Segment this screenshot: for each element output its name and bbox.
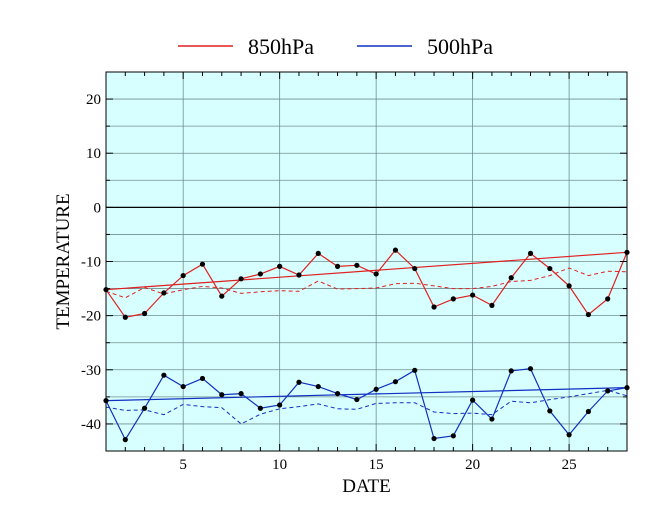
data-point-850hpa [373, 271, 379, 277]
data-point-500hpa [566, 432, 572, 438]
x-tick-label: 15 [369, 457, 384, 473]
x-tick-label: 5 [179, 457, 187, 473]
data-point-500hpa [354, 396, 360, 403]
data-point-850hpa [334, 263, 341, 269]
series-850hpa [103, 247, 630, 320]
data-point-500hpa [585, 408, 592, 415]
legend: 850hPa 500hPa [178, 34, 493, 59]
data-point-500hpa [431, 435, 437, 442]
data-point-500hpa [373, 386, 379, 392]
data-point-500hpa [315, 383, 321, 390]
data-point-500hpa [470, 397, 476, 403]
data-point-500hpa [334, 391, 341, 397]
data-point-850hpa [489, 302, 495, 308]
data-point-500hpa [161, 372, 167, 378]
data-point-500hpa [527, 366, 534, 372]
data-point-500hpa [547, 408, 553, 414]
data-point-850hpa [431, 304, 437, 310]
data-point-850hpa [277, 263, 283, 269]
x-axis-label: DATE [342, 476, 391, 497]
data-point-850hpa [257, 271, 263, 277]
x-tick-label: 25 [562, 457, 577, 473]
trend-line-850hpa [105, 251, 628, 291]
x-tick-label: 10 [272, 457, 287, 473]
data-line-850hpa [105, 249, 628, 318]
x-tick-label: 20 [465, 457, 480, 473]
axis-ticks: 5 10 15 20 25 20 10 0 -10 -20 -30 -40 [81, 72, 628, 473]
y-tick-label: -10 [81, 255, 101, 271]
data-point-850hpa [585, 311, 592, 318]
data-point-500hpa [450, 433, 456, 439]
data-point-850hpa [412, 265, 418, 272]
data-point-850hpa [141, 310, 148, 317]
data-point-850hpa [238, 276, 244, 282]
data-point-850hpa [508, 275, 514, 281]
grid-lines [106, 72, 627, 451]
y-axis-label: TEMPERATURE [53, 193, 74, 329]
data-point-850hpa [547, 265, 553, 272]
data-line-500hpa [105, 368, 628, 441]
data-point-850hpa [470, 292, 476, 298]
y-tick-label: 10 [86, 146, 101, 162]
data-point-850hpa [161, 290, 167, 296]
data-point-500hpa [141, 405, 148, 411]
legend-label-500hpa: 500hPa [427, 34, 493, 59]
data-point-500hpa [122, 437, 128, 443]
normal-line-500hpa [105, 389, 628, 425]
series-layer [103, 247, 630, 443]
y-tick-label: -30 [81, 363, 101, 379]
data-point-850hpa [296, 272, 302, 278]
data-point-500hpa [489, 416, 495, 422]
legend-label-850hpa: 850hPa [248, 34, 314, 59]
data-point-850hpa [450, 296, 456, 302]
data-point-850hpa [199, 261, 206, 267]
data-point-850hpa [392, 247, 399, 253]
data-point-850hpa [219, 293, 225, 299]
y-tick-label: -40 [81, 417, 101, 433]
data-point-500hpa [257, 405, 263, 411]
data-point-850hpa [354, 262, 360, 268]
data-point-850hpa [122, 314, 128, 320]
data-point-500hpa [199, 375, 206, 382]
data-point-500hpa [605, 388, 611, 394]
data-point-500hpa [508, 368, 514, 374]
y-tick-label: -20 [81, 309, 101, 325]
data-point-500hpa [392, 379, 399, 385]
series-500hpa [103, 366, 630, 443]
normal-line-850hpa [105, 267, 628, 299]
data-point-500hpa [277, 402, 283, 408]
data-point-500hpa [412, 367, 418, 373]
data-point-850hpa [315, 250, 321, 256]
data-point-850hpa [566, 283, 572, 289]
data-point-500hpa [238, 391, 244, 397]
data-point-500hpa [296, 379, 302, 385]
data-point-500hpa [219, 392, 225, 398]
data-point-850hpa [605, 296, 611, 302]
data-point-850hpa [180, 272, 186, 279]
y-tick-label: 20 [86, 92, 101, 108]
data-point-850hpa [527, 250, 534, 256]
data-point-500hpa [180, 383, 186, 390]
y-tick-label: 0 [94, 200, 102, 216]
